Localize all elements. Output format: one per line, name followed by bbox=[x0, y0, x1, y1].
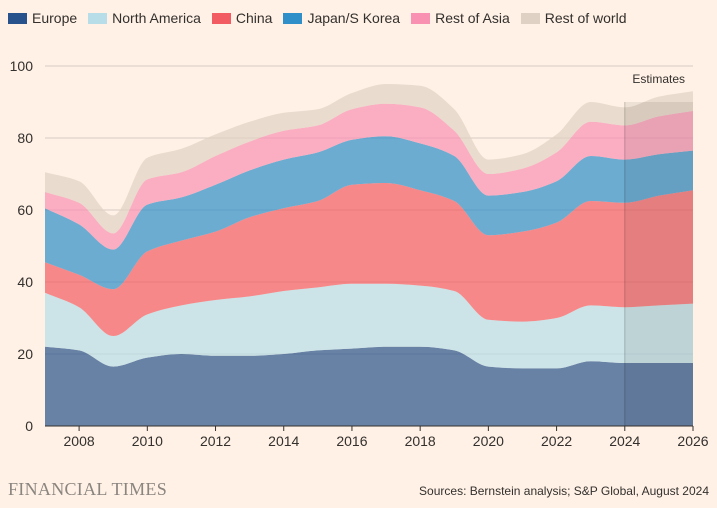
x-tick-label: 2018 bbox=[405, 433, 436, 449]
y-tick-label: 20 bbox=[17, 346, 33, 362]
y-tick-label: 100 bbox=[10, 58, 34, 74]
x-tick-label: 2022 bbox=[541, 433, 572, 449]
estimates-label: Estimates bbox=[632, 72, 685, 86]
x-tick-label: 2014 bbox=[268, 433, 299, 449]
y-tick-label: 40 bbox=[17, 274, 33, 290]
source-note: Sources: Bernstein analysis; S&P Global,… bbox=[419, 484, 709, 498]
stacked-area-chart: Estimates 0 20 40 60 80 100 2008 2010 2012 2014 201… bbox=[0, 0, 717, 508]
x-tick-label: 2012 bbox=[200, 433, 231, 449]
x-tick-label: 2010 bbox=[132, 433, 163, 449]
estimates-shade bbox=[625, 102, 693, 426]
x-tick-label: 2008 bbox=[64, 433, 95, 449]
x-tick-label: 2020 bbox=[473, 433, 504, 449]
y-tick-label: 80 bbox=[17, 130, 33, 146]
x-tick-label: 2024 bbox=[609, 433, 640, 449]
y-tick-label: 60 bbox=[17, 202, 33, 218]
x-tick-label: 2016 bbox=[336, 433, 367, 449]
y-tick-label: 0 bbox=[25, 418, 33, 434]
x-tick-label: 2026 bbox=[677, 433, 708, 449]
ft-logo: FINANCIAL TIMES bbox=[8, 479, 167, 500]
